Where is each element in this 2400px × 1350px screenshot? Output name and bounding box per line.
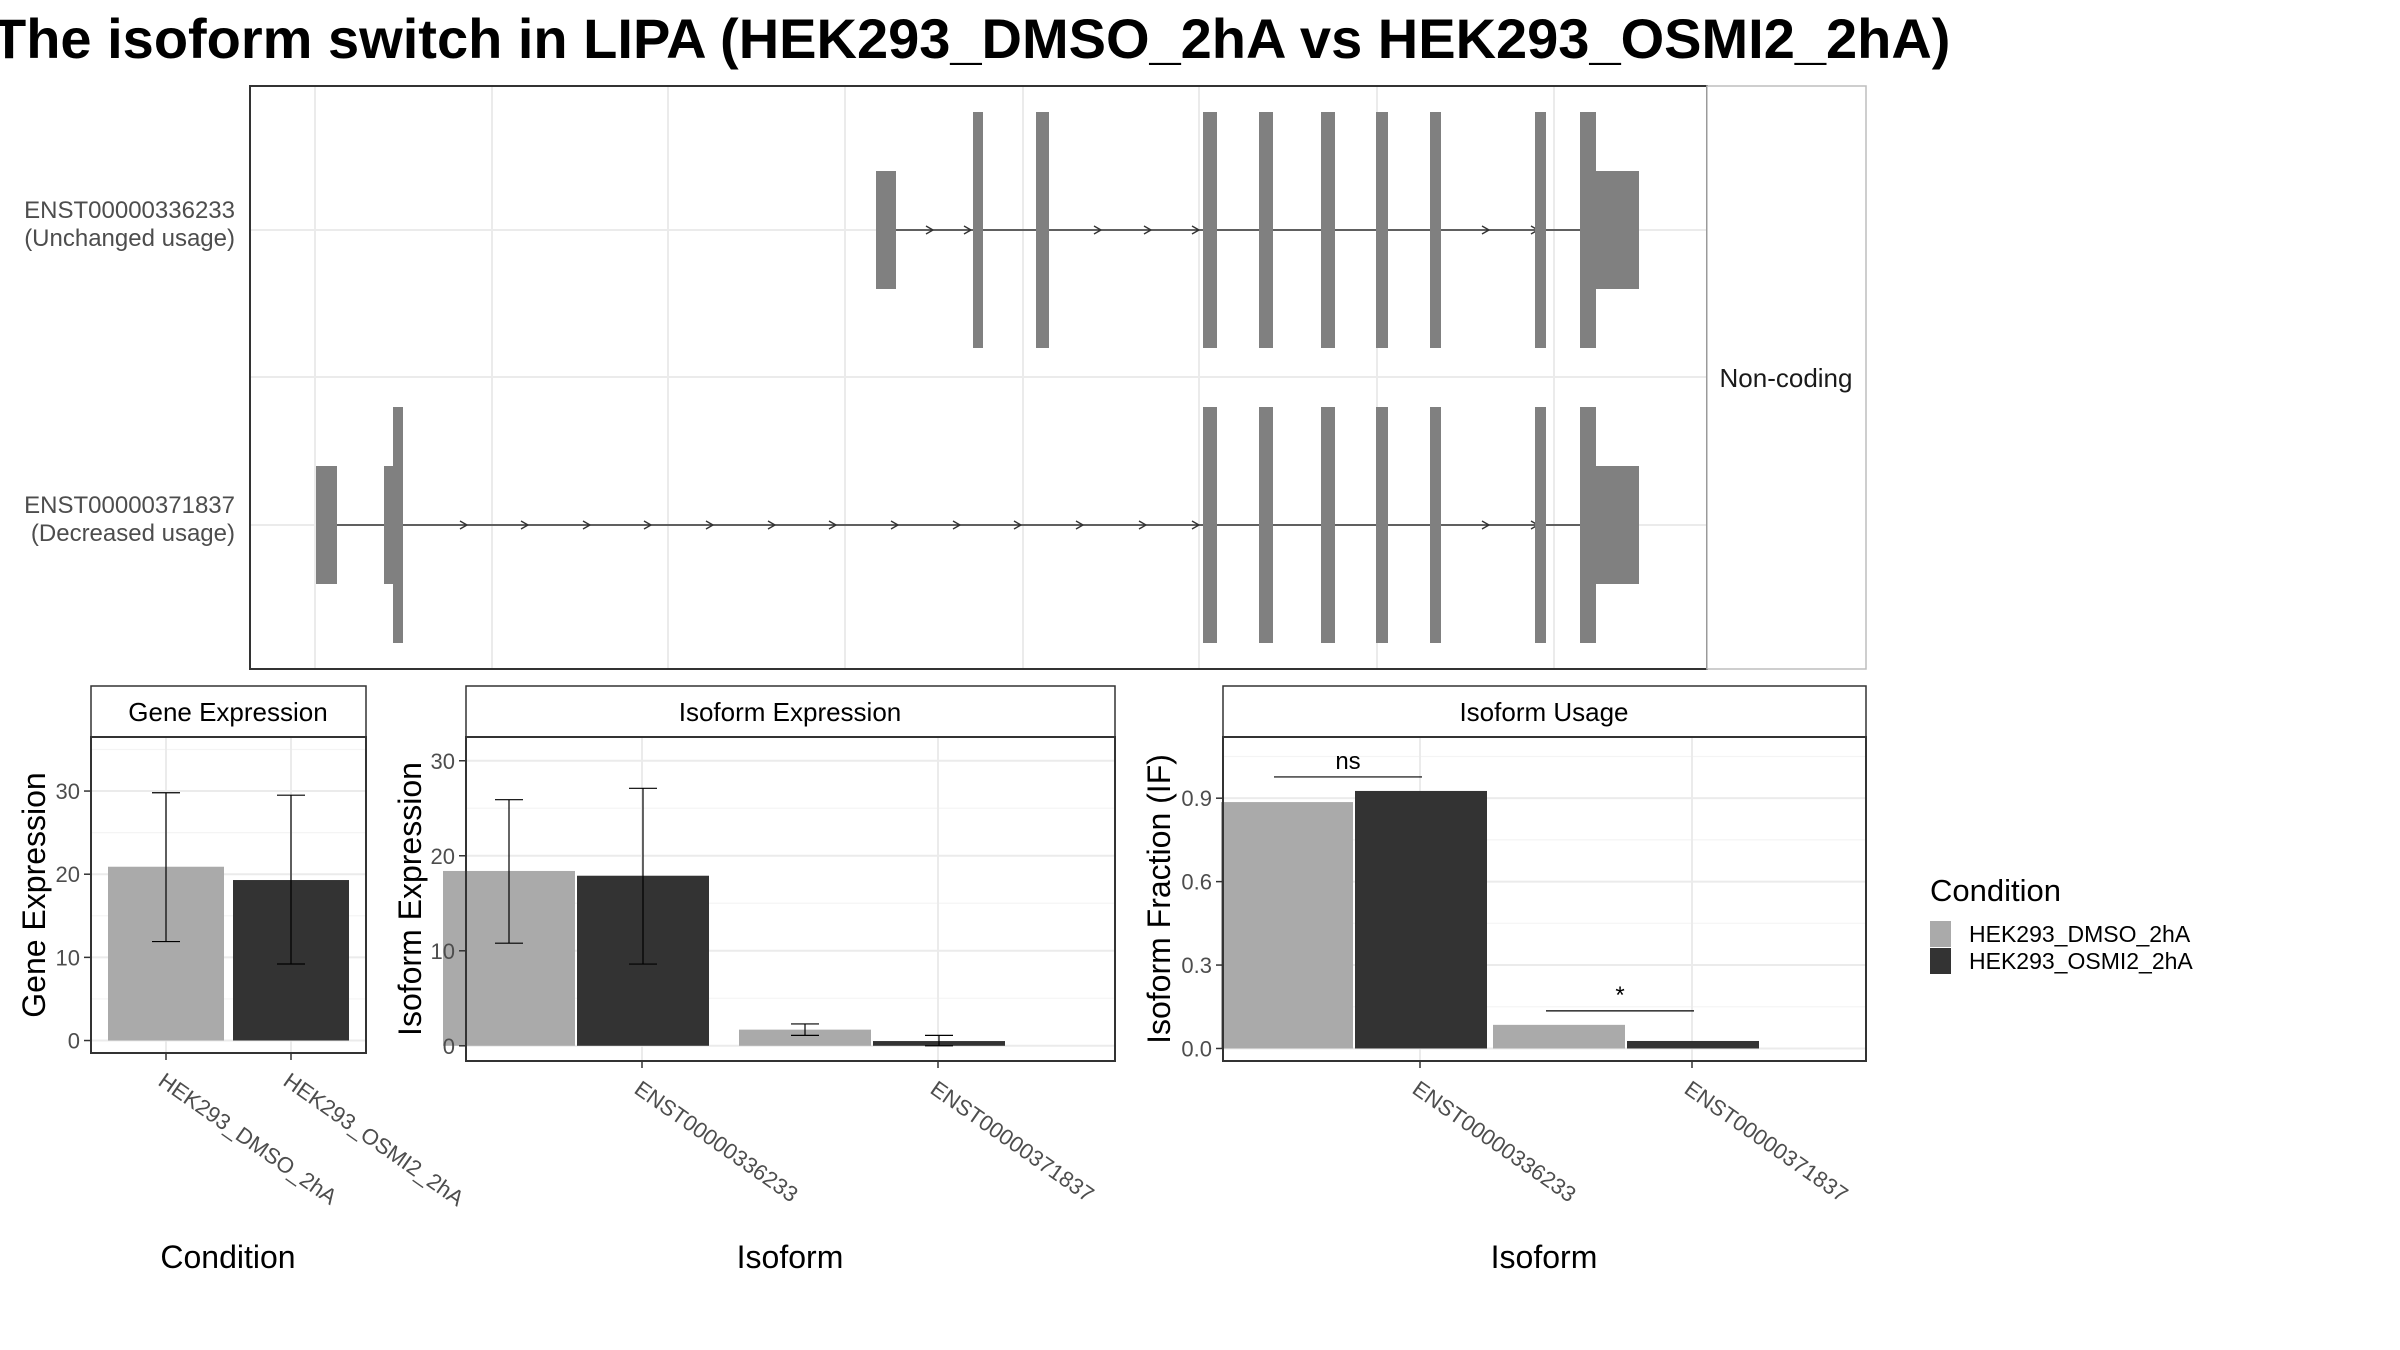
intron-direction-arrow xyxy=(925,225,935,235)
exon xyxy=(1203,407,1217,643)
intron-direction-arrow xyxy=(1481,225,1491,235)
intron-direction-arrow xyxy=(828,520,838,530)
exon xyxy=(1259,407,1273,643)
non-coding-strip-label: Non-coding xyxy=(1720,363,1853,393)
intron-direction-arrow xyxy=(1191,520,1201,530)
intron-direction-arrow xyxy=(1013,520,1023,530)
exon xyxy=(1580,112,1596,348)
exon xyxy=(1321,112,1335,348)
significance-label: ns xyxy=(1335,748,1360,775)
transcript-usage-label: (Unchanged usage) xyxy=(24,225,235,252)
panel-border xyxy=(90,736,367,1054)
legend-item-label: HEK293_DMSO_2hA xyxy=(1969,921,2191,947)
x-axis-title: Isoform xyxy=(1491,1239,1598,1275)
y-tick-label: 30 xyxy=(56,779,80,804)
transcript-id-label: ENST00000336233 xyxy=(24,197,235,224)
panel-strip xyxy=(90,685,367,738)
intron-direction-arrow xyxy=(705,520,715,530)
exon xyxy=(1203,112,1217,348)
bar xyxy=(1627,1040,1759,1049)
y-axis-title: Isoform Fraction (IF) xyxy=(1141,754,1177,1044)
y-tick-label: 20 xyxy=(431,844,455,869)
exon xyxy=(876,171,896,289)
figure-title: The isoform switch in LIPA (HEK293_DMSO_… xyxy=(0,7,1950,70)
y-tick-label: 0.9 xyxy=(1181,786,1212,811)
intron-direction-arrow xyxy=(1481,520,1491,530)
exon xyxy=(1580,407,1596,643)
exon xyxy=(1594,466,1639,584)
legend-swatch xyxy=(1930,948,1951,974)
exon xyxy=(393,407,403,643)
significance-label: * xyxy=(1615,982,1624,1009)
y-tick-label: 0 xyxy=(68,1029,80,1054)
panel-strip-title: Isoform Expression xyxy=(679,697,902,727)
legend-title: Condition xyxy=(1930,873,2061,908)
bar-panel: Gene Expression0102030HEK293_DMSO_2hAHEK… xyxy=(16,685,469,1275)
bar-panel: Isoform Expression 0 10 20 30 ENST00000336233… xyxy=(392,685,1116,1275)
exon xyxy=(1430,407,1441,643)
bar xyxy=(1355,790,1487,1049)
x-axis-title: Condition xyxy=(160,1239,295,1275)
x-tick-label: ENST00000371837 xyxy=(926,1076,1099,1207)
x-tick-label: ENST00000336233 xyxy=(630,1076,803,1207)
x-axis-title: Isoform xyxy=(737,1239,844,1275)
x-tick-label: ENST00000371837 xyxy=(1680,1076,1853,1207)
y-axis-title: Gene Expression xyxy=(16,772,52,1017)
panel-border xyxy=(465,736,1116,1062)
exon xyxy=(1535,112,1546,348)
panel-strip-title: Gene Expression xyxy=(128,697,327,727)
intron-direction-arrow xyxy=(963,225,973,235)
bar xyxy=(1493,1024,1625,1049)
intron-direction-arrow xyxy=(952,520,962,530)
intron-direction-arrow xyxy=(1143,225,1153,235)
structure-side-strip xyxy=(1706,85,1867,670)
y-tick-label: 0 xyxy=(443,1034,455,1059)
y-tick-label: 0.0 xyxy=(1181,1036,1212,1061)
panel-strip xyxy=(1222,685,1867,738)
intron-direction-arrow xyxy=(767,520,777,530)
intron-direction-arrow xyxy=(643,520,653,530)
y-tick-label: 10 xyxy=(431,939,455,964)
y-tick-label: 30 xyxy=(431,749,455,774)
exon xyxy=(384,466,393,584)
y-tick-label: 0.6 xyxy=(1181,870,1212,895)
intron-direction-arrow xyxy=(1191,225,1201,235)
intron-direction-arrow xyxy=(582,520,592,530)
bar xyxy=(739,1029,871,1046)
y-tick-label: 10 xyxy=(56,945,80,970)
panel-strip xyxy=(465,685,1116,738)
legend-item-label: HEK293_OSMI2_2hA xyxy=(1969,948,2193,974)
exon xyxy=(1376,407,1388,643)
bar-chart-panels: Gene Expression0102030HEK293_DMSO_2hAHEK… xyxy=(16,685,1867,1275)
intron-direction-arrow xyxy=(459,520,469,530)
intron-direction-arrow xyxy=(1138,520,1148,530)
intron-direction-arrow xyxy=(890,520,900,530)
exon xyxy=(973,112,983,348)
intron-direction-arrow xyxy=(520,520,530,530)
panel-strip-title: Isoform Usage xyxy=(1459,697,1628,727)
x-tick-label: ENST00000336233 xyxy=(1408,1076,1581,1207)
exon xyxy=(1036,112,1049,348)
y-tick-label: 0.3 xyxy=(1181,953,1212,978)
exon xyxy=(1376,112,1388,348)
exon xyxy=(1535,407,1546,643)
bar xyxy=(1221,802,1353,1049)
panel-border xyxy=(1222,736,1867,1062)
bar-panel: Isoform Usage ns * 0.0 0.3 0.6 0.9 ENST00000336… xyxy=(1141,685,1867,1275)
exon xyxy=(1430,112,1441,348)
transcript-id-label: ENST00000371837 xyxy=(24,492,235,519)
y-axis-title: Isoform Expression xyxy=(392,762,428,1036)
exon xyxy=(1321,407,1335,643)
transcript-usage-label: (Decreased usage) xyxy=(31,520,235,547)
exon xyxy=(1259,112,1273,348)
intron-direction-arrow xyxy=(1075,520,1085,530)
exon xyxy=(1594,171,1639,289)
exon xyxy=(316,466,337,584)
y-tick-label: 20 xyxy=(56,862,80,887)
legend-swatch xyxy=(1930,921,1951,947)
intron-direction-arrow xyxy=(1093,225,1103,235)
transcript-structure-panel: Non-coding ENST00000336233(Unchanged usag… xyxy=(24,85,1867,670)
